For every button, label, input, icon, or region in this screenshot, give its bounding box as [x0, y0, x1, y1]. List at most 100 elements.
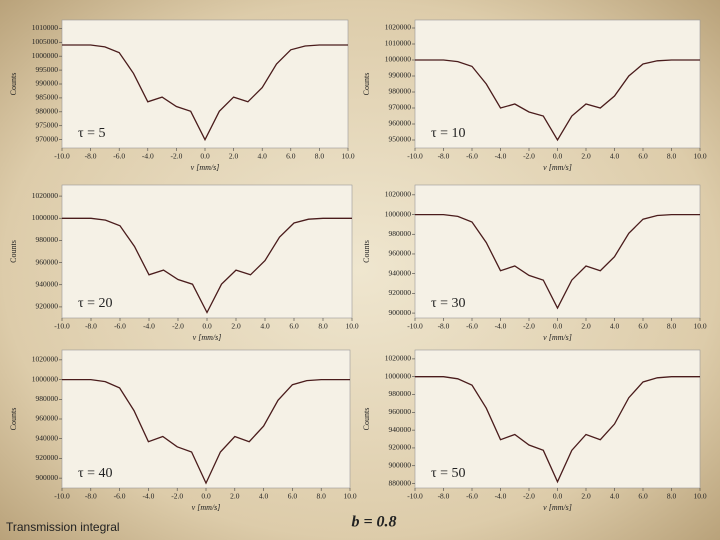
spectrum-line: [62, 217, 352, 314]
spectrum-line: [415, 376, 700, 484]
x-tick-label: -4.0: [495, 492, 507, 501]
x-tick-label: -2.0: [523, 492, 535, 501]
y-tick-label: 920000: [389, 288, 412, 297]
x-axis-label: v [mm/s]: [543, 333, 572, 342]
x-tick-label: 0.0: [202, 322, 212, 331]
x-tick-label: -6.0: [466, 152, 478, 161]
x-tick-label: -8.0: [438, 322, 450, 331]
x-tick-label: 0.0: [200, 152, 210, 161]
x-tick-label: 10.0: [693, 152, 706, 161]
x-axis-label: v [mm/s]: [543, 503, 572, 512]
footer-center: b = 0.8: [351, 514, 396, 531]
x-tick-label: -4.0: [495, 322, 507, 331]
x-tick-label: -4.0: [495, 152, 507, 161]
x-tick-label: -8.0: [85, 492, 97, 501]
y-tick-label: 960000: [389, 119, 412, 128]
x-tick-label: -4.0: [142, 492, 154, 501]
x-tick-label: -6.0: [466, 492, 478, 501]
x-axis-label: v [mm/s]: [543, 163, 572, 172]
spectrum-line: [62, 378, 350, 485]
plot-area: [414, 349, 701, 489]
x-tick-label: 8.0: [667, 322, 677, 331]
x-tick-label: 0.0: [553, 322, 563, 331]
y-tick-label: 995000: [36, 65, 59, 74]
y-tick-label: 950000: [389, 135, 412, 144]
plot-area: [61, 349, 351, 489]
x-tick-label: 4.0: [610, 322, 620, 331]
annotation: τ = 20: [78, 296, 113, 311]
y-tick-label: 1010000: [32, 23, 59, 32]
spectrum-line: [415, 59, 700, 142]
y-tick-label: 940000: [36, 279, 59, 288]
x-tick-label: 4.0: [260, 322, 270, 331]
x-tick-label: 4.0: [259, 492, 269, 501]
y-tick-label: 960000: [389, 249, 412, 258]
plot-area: [414, 184, 701, 319]
y-tick-label: 980000: [389, 389, 412, 398]
annotation: τ = 50: [431, 466, 466, 481]
x-tick-label: 8.0: [315, 152, 325, 161]
x-tick-label: 8.0: [667, 152, 677, 161]
x-tick-label: 6.0: [286, 152, 296, 161]
y-axis-label: Counts: [9, 408, 18, 431]
x-tick-label: -10.0: [407, 322, 423, 331]
y-tick-label: 940000: [36, 433, 59, 442]
y-tick-label: 970000: [36, 134, 59, 143]
y-tick-label: 980000: [389, 87, 412, 96]
x-tick-label: 6.0: [638, 492, 648, 501]
y-tick-label: 990000: [389, 71, 412, 80]
y-tick-label: 990000: [36, 79, 59, 88]
y-tick-label: 1020000: [385, 190, 412, 199]
x-tick-label: -6.0: [114, 322, 126, 331]
y-tick-label: 960000: [389, 407, 412, 416]
plot-area: [61, 19, 349, 149]
y-tick-label: 1005000: [32, 37, 59, 46]
y-tick-label: 980000: [36, 394, 59, 403]
spectrum-line: [62, 44, 348, 142]
x-tick-label: -8.0: [438, 492, 450, 501]
y-tick-label: 980000: [36, 107, 59, 116]
y-tick-label: 940000: [389, 268, 412, 277]
annotation: τ = 10: [431, 126, 466, 141]
x-tick-label: -10.0: [407, 152, 423, 161]
y-tick-label: 900000: [389, 460, 412, 469]
y-tick-label: 920000: [36, 453, 59, 462]
y-tick-label: 880000: [389, 478, 412, 487]
x-tick-label: 6.0: [638, 152, 648, 161]
y-axis-label: Counts: [9, 73, 18, 96]
x-tick-label: 10.0: [343, 492, 356, 501]
y-tick-label: 920000: [389, 443, 412, 452]
x-tick-label: 2.0: [581, 152, 591, 161]
x-tick-label: -2.0: [172, 322, 184, 331]
x-tick-label: 2.0: [229, 152, 239, 161]
annotation: τ = 5: [78, 126, 106, 141]
x-tick-label: 0.0: [553, 492, 563, 501]
footer-left: Transmission integral: [6, 520, 120, 534]
y-tick-label: 980000: [389, 229, 412, 238]
y-tick-label: 900000: [389, 308, 412, 317]
y-tick-label: 1010000: [385, 39, 412, 48]
y-tick-label: 1000000: [385, 371, 412, 380]
x-tick-label: -10.0: [54, 492, 70, 501]
y-tick-label: 1020000: [385, 23, 412, 32]
x-tick-label: -6.0: [113, 152, 125, 161]
x-tick-label: 4.0: [610, 492, 620, 501]
x-tick-label: 10.0: [693, 322, 706, 331]
y-tick-label: 920000: [36, 302, 59, 311]
x-tick-label: -4.0: [142, 152, 154, 161]
x-tick-label: 6.0: [638, 322, 648, 331]
plot-area: [414, 19, 701, 149]
x-tick-label: 6.0: [288, 492, 298, 501]
x-tick-label: 10.0: [345, 322, 358, 331]
x-tick-label: -2.0: [171, 492, 183, 501]
x-tick-label: 2.0: [231, 322, 241, 331]
y-tick-label: 1000000: [32, 374, 59, 383]
y-tick-label: 970000: [389, 103, 412, 112]
y-tick-label: 980000: [36, 235, 59, 244]
x-axis-label: v [mm/s]: [191, 163, 220, 172]
x-tick-label: -10.0: [54, 322, 70, 331]
y-tick-label: 1020000: [385, 354, 412, 363]
y-tick-label: 1000000: [385, 209, 412, 218]
